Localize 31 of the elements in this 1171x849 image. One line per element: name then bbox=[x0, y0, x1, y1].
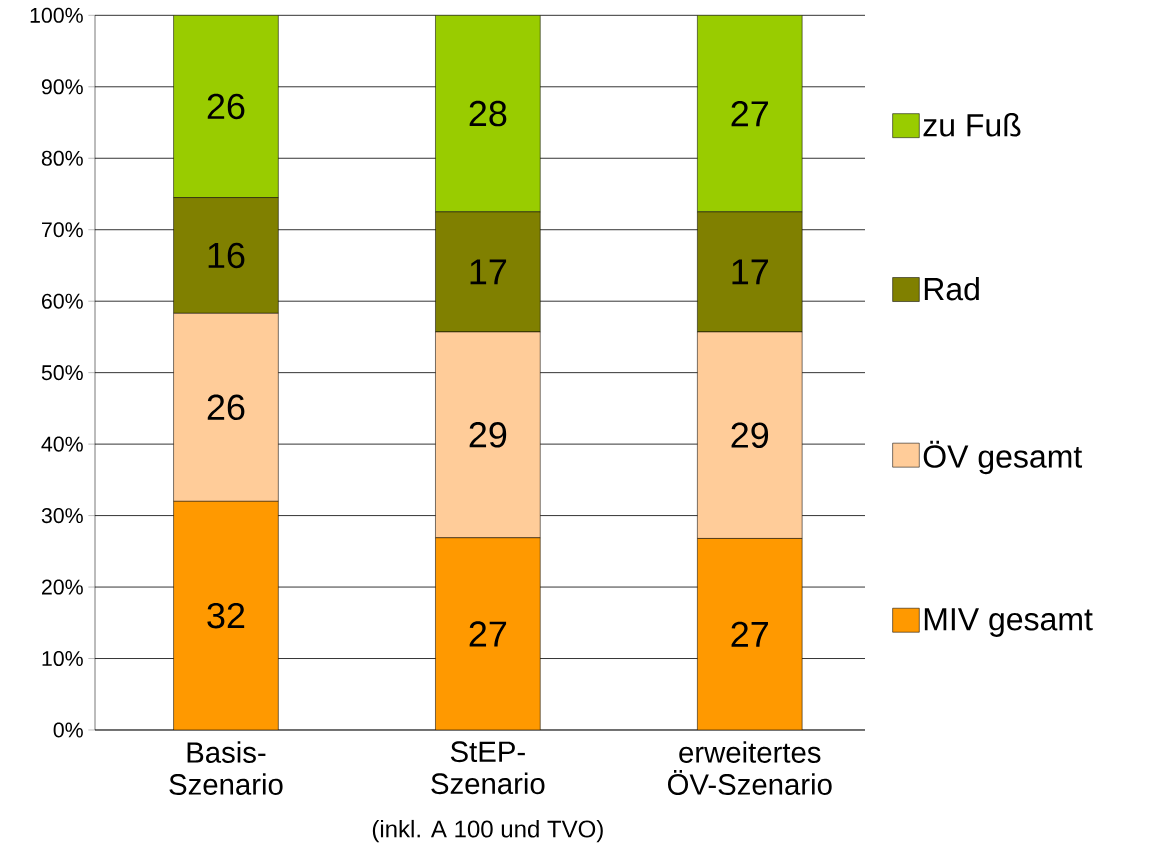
data-label: 27 bbox=[731, 101, 768, 127]
y-tick-label: 10% bbox=[42, 650, 83, 667]
data-label: 28 bbox=[469, 100, 507, 127]
legend-label: ÖV gesamt bbox=[923, 440, 1083, 475]
data-label: 27 bbox=[469, 621, 507, 647]
data-label: 16 bbox=[208, 242, 245, 269]
data-label: 32 bbox=[207, 602, 245, 629]
data-label: 17 bbox=[732, 259, 768, 285]
data-label: 29 bbox=[469, 422, 507, 448]
y-tick-label: 60% bbox=[42, 293, 83, 309]
y-tick-label: 90% bbox=[41, 79, 83, 95]
y-tick-label: 80% bbox=[41, 150, 83, 166]
x-tick-label: StEP-Szenario bbox=[431, 741, 545, 795]
y-tick-label: 0% bbox=[53, 722, 83, 738]
x-tick-label: erweitertes ÖV-Szenario bbox=[667, 741, 832, 795]
y-tick-label: 30% bbox=[41, 508, 83, 524]
data-label: 26 bbox=[207, 93, 245, 120]
legend-label: zu Fuß bbox=[923, 113, 1021, 137]
x-tick-label: Basis-Szenario bbox=[169, 741, 283, 795]
data-label: 17 bbox=[470, 259, 507, 285]
y-tick-label: 70% bbox=[42, 222, 83, 238]
legend-label: Rad bbox=[924, 276, 979, 301]
y-tick-label: 100% bbox=[30, 7, 83, 23]
data-label: 29 bbox=[731, 422, 769, 448]
data-label: 27 bbox=[731, 621, 768, 647]
y-tick-label: 20% bbox=[42, 579, 83, 595]
legend-label: MIV gesamt bbox=[924, 608, 1093, 637]
data-label: 26 bbox=[207, 394, 245, 421]
text: (inkl. A 100 und TVO) bbox=[372, 819, 603, 843]
y-tick-label: 40% bbox=[41, 436, 83, 452]
y-tick-label: 50% bbox=[41, 365, 83, 381]
